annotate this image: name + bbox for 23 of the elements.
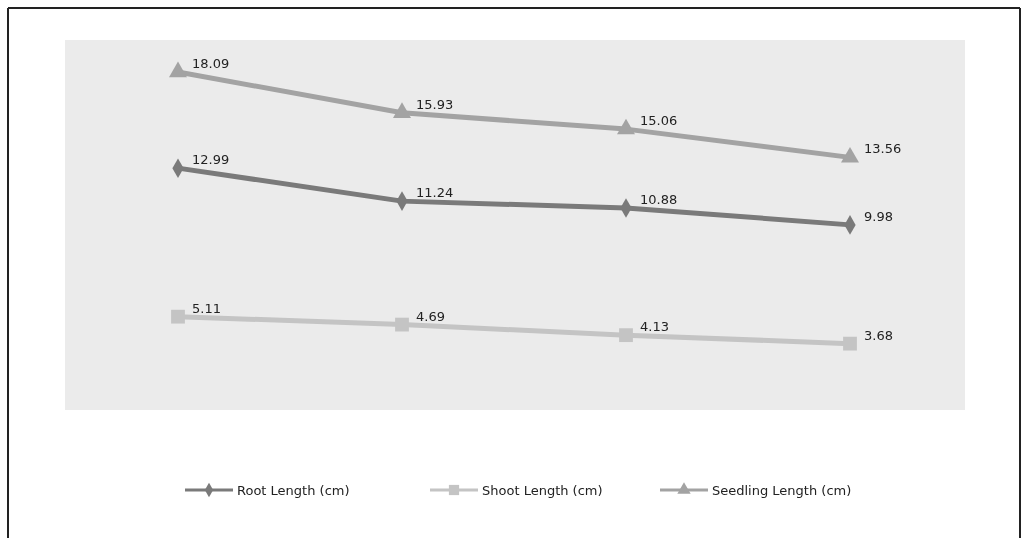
data-label: 10.88 (640, 191, 678, 207)
data-label: 15.93 (416, 96, 454, 112)
data-label: 4.69 (416, 308, 445, 324)
point (841, 147, 859, 163)
data-label: 18.09 (192, 56, 230, 71)
point (169, 61, 187, 78)
point (843, 336, 857, 351)
data-label: 3.68 (864, 327, 893, 343)
data-label: 4.13 (640, 319, 669, 335)
data-label: 11.24 (416, 185, 454, 201)
point (393, 102, 411, 118)
data-label: 9.98 (864, 208, 893, 224)
data-label: 5.11 (192, 300, 221, 316)
data-label: 12.99 (192, 152, 230, 168)
point (619, 328, 633, 343)
legend-label: Seedling Length (cm) (712, 483, 852, 498)
legend-label: Shoot Length (cm) (482, 483, 603, 498)
point (171, 309, 185, 324)
point (617, 118, 635, 135)
point (395, 317, 409, 332)
data-label: 13.56 (864, 141, 902, 157)
legend-label: Root Length (cm) (237, 483, 350, 498)
data-label: 15.06 (640, 113, 678, 129)
